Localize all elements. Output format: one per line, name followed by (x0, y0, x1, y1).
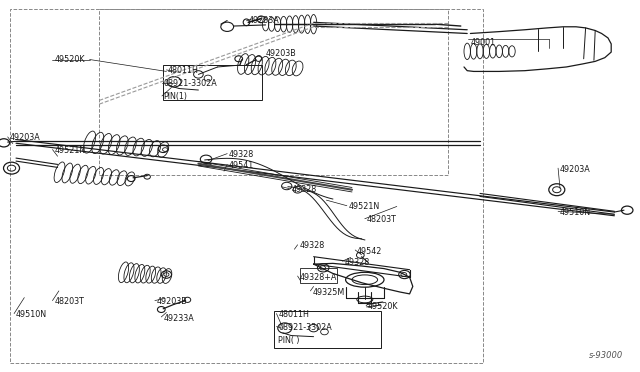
Text: 49541: 49541 (229, 161, 254, 170)
Text: 49325M: 49325M (312, 288, 344, 296)
Text: 49233A: 49233A (248, 16, 279, 25)
Text: 49203B: 49203B (266, 49, 296, 58)
Text: 48203T: 48203T (367, 215, 397, 224)
Text: 48011H: 48011H (168, 66, 198, 75)
Text: 48011H: 48011H (278, 310, 309, 319)
Text: 08921-3302A: 08921-3302A (163, 79, 217, 88)
Text: 49328: 49328 (344, 258, 369, 267)
Text: 49521N: 49521N (54, 146, 86, 155)
Text: 08921-3302A: 08921-3302A (278, 323, 332, 332)
Text: PIN( ): PIN( ) (278, 336, 300, 345)
Text: 49203A: 49203A (560, 165, 591, 174)
Text: 49328: 49328 (300, 241, 324, 250)
Text: 49520K: 49520K (368, 302, 399, 311)
Text: 49203A: 49203A (10, 133, 40, 142)
Text: s-93000: s-93000 (589, 351, 623, 360)
Text: 49521N: 49521N (349, 202, 380, 211)
Text: 49510N: 49510N (560, 208, 591, 217)
Text: PIN(1): PIN(1) (163, 92, 187, 101)
Text: 49542: 49542 (357, 247, 383, 256)
Text: 48203T: 48203T (54, 297, 84, 306)
Text: 49328: 49328 (291, 185, 316, 194)
Text: 49001: 49001 (470, 38, 495, 47)
Text: 49233A: 49233A (163, 314, 194, 323)
Text: 49328+A: 49328+A (300, 273, 337, 282)
Text: 49328: 49328 (229, 150, 254, 159)
Text: 49510N: 49510N (16, 310, 47, 319)
Text: 49520K: 49520K (54, 55, 85, 64)
Text: 49203B: 49203B (157, 297, 188, 306)
